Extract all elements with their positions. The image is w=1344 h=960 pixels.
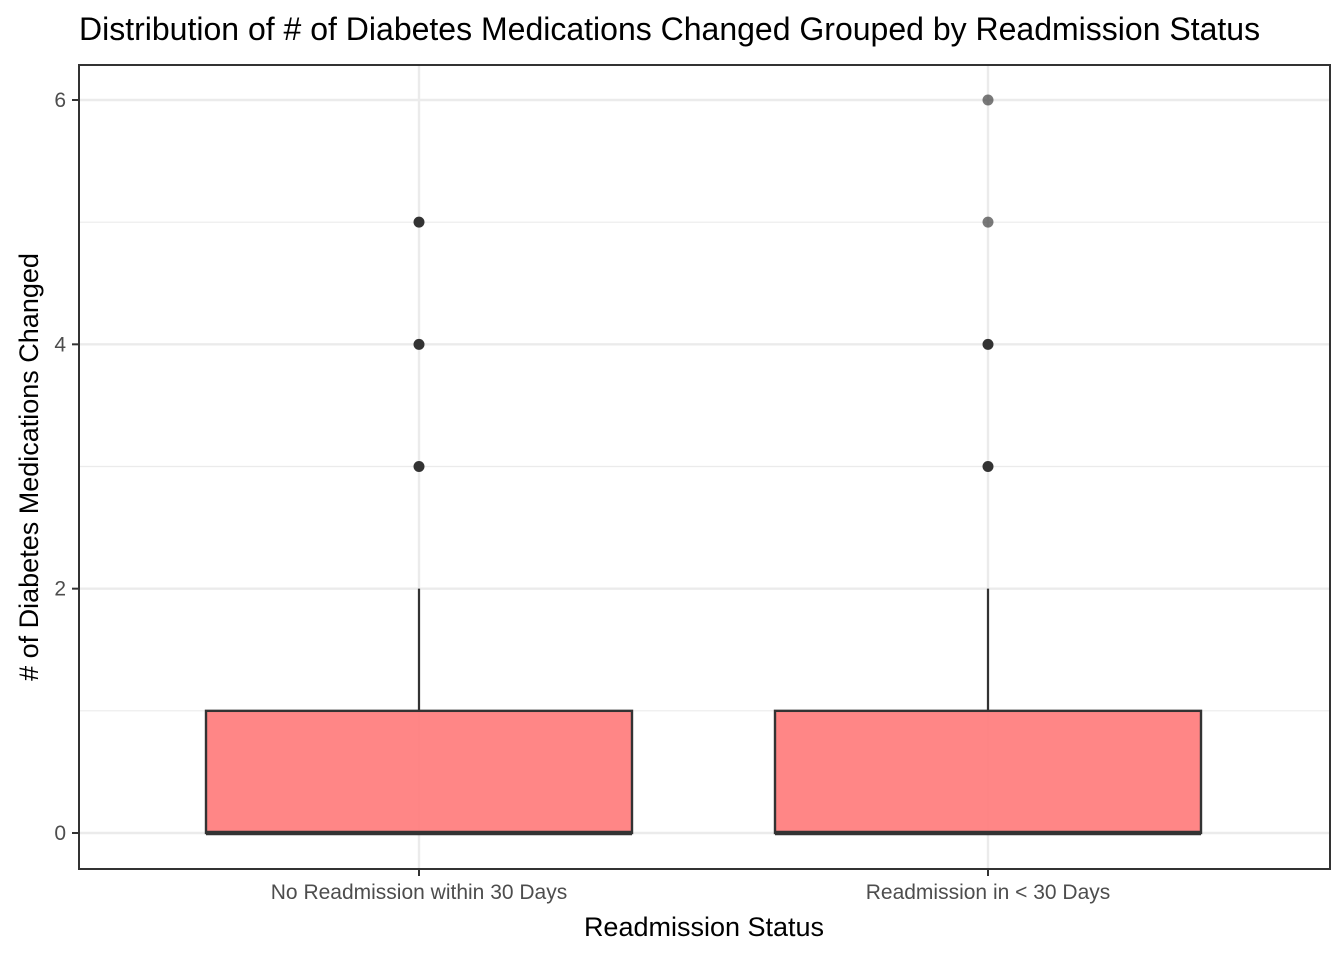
outlier-point xyxy=(982,461,994,472)
x-tick-label: Readmission in < 30 Days xyxy=(866,881,1111,904)
chart-title: Distribution of # of Diabetes Medication… xyxy=(79,11,1260,47)
outlier-point xyxy=(982,338,994,350)
y-tick-label: 4 xyxy=(54,333,66,356)
x-axis-title: Readmission Status xyxy=(584,912,824,942)
y-tick-label: 6 xyxy=(54,89,66,112)
y-tick-label: 2 xyxy=(54,578,66,601)
outlier-point xyxy=(413,338,425,350)
outlier-point xyxy=(413,461,425,472)
box-iqr xyxy=(773,709,1203,835)
plot-area: 0 2 4 6 No Readmission within 30 Days Readmis… xyxy=(54,64,1331,904)
y-axis-title: # of Diabetes Medications Changed xyxy=(14,253,44,681)
outlier-point xyxy=(982,216,994,228)
outlier-point xyxy=(413,216,425,228)
panel-border xyxy=(78,64,1331,870)
outlier-point xyxy=(982,94,994,106)
x-tick-label: No Readmission within 30 Days xyxy=(271,881,567,904)
box-iqr xyxy=(204,709,634,835)
y-tick-label: 0 xyxy=(54,822,66,845)
